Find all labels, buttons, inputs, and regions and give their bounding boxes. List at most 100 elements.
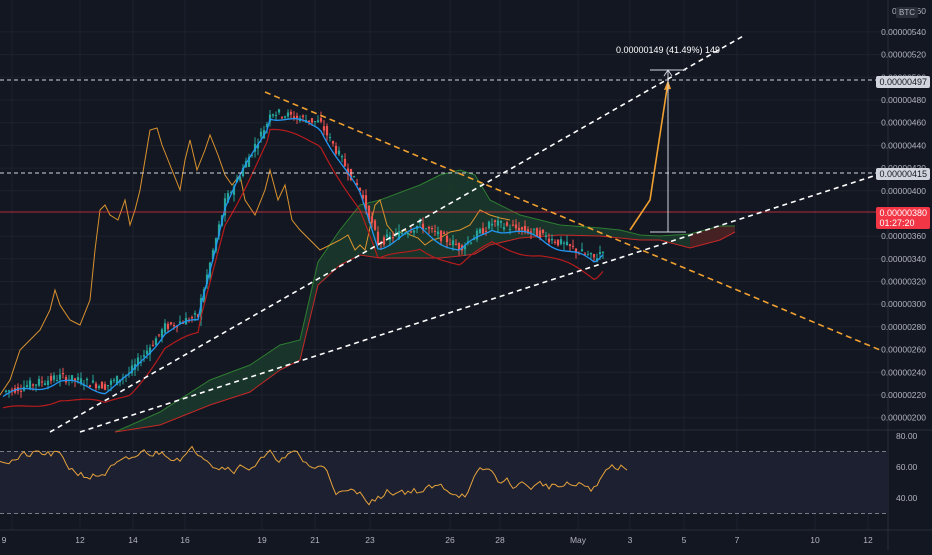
candle-body [493, 220, 497, 222]
candle-body [19, 390, 23, 392]
candle-body [328, 137, 332, 139]
candle-body [433, 230, 437, 232]
candle-body [421, 223, 425, 230]
time-tick-label: 14 [128, 535, 138, 545]
candle-body [478, 228, 482, 234]
candle-body [136, 357, 140, 366]
candle-body [370, 216, 374, 223]
time-tick-label: 23 [365, 535, 375, 545]
candle-body [454, 243, 458, 245]
candle-body [154, 338, 158, 346]
candle-body [382, 237, 386, 245]
candle-body [106, 385, 110, 387]
candle-body [91, 380, 95, 383]
currency-badge: BTC [896, 7, 918, 18]
candle-body [205, 274, 209, 285]
candle-body [55, 380, 59, 382]
candle-body [160, 329, 164, 338]
candle-body [541, 229, 545, 233]
candle-body [139, 361, 143, 363]
candle-body [334, 145, 338, 154]
candle-body [559, 239, 563, 245]
candle-body [448, 243, 452, 245]
candle-body [376, 231, 380, 244]
candle-body [439, 230, 443, 242]
candle-body [442, 232, 446, 235]
price-tick-label: 0.00000260 [881, 345, 926, 355]
candle-body [49, 375, 53, 381]
candle-body [568, 244, 572, 246]
candle-body [58, 374, 62, 380]
candle-body [301, 115, 305, 118]
time-tick-label: 5 [682, 535, 687, 545]
candle-body [463, 245, 467, 250]
candle-body [172, 325, 176, 327]
price-level-497-tag: 0.00000497 [876, 76, 930, 88]
candle-body [400, 233, 404, 235]
candle-body [592, 254, 596, 258]
current-price-tag: 0.00000380 01:27:20 [876, 207, 930, 229]
candle-body [385, 234, 389, 238]
price-tick-label: 0.00000340 [881, 254, 926, 264]
candle-body [562, 242, 566, 244]
candle-body [331, 141, 335, 144]
candle-body [25, 385, 29, 388]
candle-body [217, 224, 221, 236]
price-tick-label: 0.00000320 [881, 277, 926, 287]
candle-body [64, 376, 68, 383]
base-line [2, 128, 604, 409]
candle-body [148, 347, 152, 355]
candle-body [475, 230, 479, 240]
candle-body [556, 239, 560, 246]
candle-body [424, 228, 428, 230]
candle-body [253, 143, 257, 152]
price-tick-label: 0.00000300 [881, 299, 926, 309]
time-tick-label: 26 [445, 535, 455, 545]
candle-body [394, 232, 398, 234]
candle-body [256, 144, 260, 149]
candle-body [457, 243, 461, 251]
candle-body [586, 254, 590, 256]
rsi-band [0, 451, 888, 514]
candle-body [295, 115, 299, 119]
candle-body [502, 227, 506, 230]
price-tick-label: 0.00000400 [881, 186, 926, 196]
cloud-lower-line [114, 231, 736, 433]
candle-body [313, 121, 317, 123]
candle-body [484, 230, 488, 232]
candle-body [229, 192, 233, 194]
candle-body [115, 375, 119, 385]
candle-body [286, 112, 290, 117]
candle-body [583, 253, 587, 255]
candle-body [322, 126, 326, 131]
candle-body [52, 375, 56, 380]
candle-body [190, 317, 194, 319]
candle-body [43, 383, 47, 385]
candle-body [181, 322, 185, 324]
candle-body [94, 383, 98, 389]
candle-body [580, 249, 584, 252]
time-tick-label: 12 [863, 535, 873, 545]
candle-body [319, 118, 323, 122]
candle-body [289, 111, 293, 115]
candle-body [88, 385, 92, 388]
candle-body [325, 126, 329, 136]
candle-body [550, 238, 554, 241]
time-tick-label: 7 [735, 535, 740, 545]
candle-body [97, 386, 101, 389]
candle-body [601, 251, 605, 253]
candle-body [103, 384, 107, 390]
candle-body [472, 238, 476, 241]
price-tick-label: 0.00000440 [881, 140, 926, 150]
candle-body [508, 228, 512, 230]
candle-body [517, 227, 521, 232]
candle-body [445, 235, 449, 243]
candle-body [544, 235, 548, 238]
candle-body [406, 232, 410, 235]
candle-body [100, 382, 104, 389]
candle-body [355, 183, 359, 186]
price-tick-label: 0.00000480 [881, 95, 926, 105]
candle-body [340, 156, 344, 158]
